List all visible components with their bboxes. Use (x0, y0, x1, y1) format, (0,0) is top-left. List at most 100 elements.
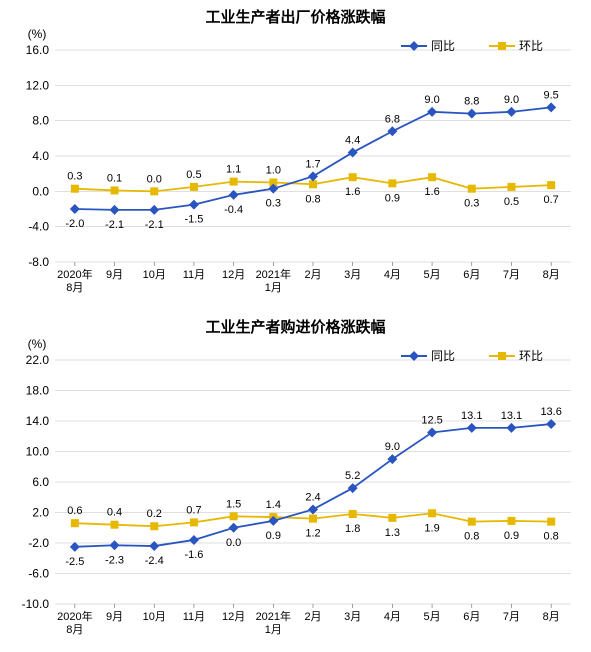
data-label: 0.5 (186, 169, 201, 181)
data-label: -2.4 (145, 555, 164, 567)
marker-diamond (546, 419, 556, 429)
x-tick-label: 4月 (384, 269, 401, 281)
data-label: 0.8 (464, 531, 479, 543)
legend-marker-square (498, 42, 506, 50)
data-label: -2.0 (65, 218, 84, 230)
marker-square (190, 183, 198, 191)
y-tick-label: -4.0 (28, 220, 49, 234)
marker-diamond (467, 109, 477, 119)
y-unit-label: (%) (28, 27, 47, 41)
data-label: 0.9 (504, 530, 519, 542)
data-label: 1.5 (226, 498, 241, 510)
x-tick-label: 2021年 (256, 267, 291, 281)
data-label: 13.1 (461, 410, 482, 422)
y-tick-label: 18.0 (26, 384, 50, 398)
y-tick-label: -10.0 (22, 597, 50, 611)
data-label: 1.0 (266, 165, 281, 177)
marker-square (428, 509, 436, 517)
legend-marker-diamond (409, 41, 419, 51)
x-tick-label: 8月 (66, 282, 83, 294)
marker-diamond (189, 200, 199, 210)
x-tick-label: 3月 (344, 269, 361, 281)
x-tick-label: 5月 (424, 269, 441, 281)
data-label: 1.9 (424, 522, 439, 534)
marker-square (111, 186, 119, 194)
marker-square (150, 187, 158, 195)
x-tick-label: 8月 (543, 269, 560, 281)
chart-title: 工业生产者出厂价格涨跌幅 (205, 8, 385, 26)
x-tick-label: 11月 (183, 269, 205, 281)
data-label: 0.6 (67, 505, 82, 517)
data-label: -0.4 (224, 204, 243, 216)
data-label: 0.8 (305, 193, 320, 205)
marker-diamond (308, 171, 318, 181)
marker-square (309, 180, 317, 188)
data-label: 1.2 (305, 528, 320, 540)
y-tick-label: 6.0 (32, 475, 49, 489)
data-label: 0.4 (107, 507, 122, 519)
data-label: 1.3 (385, 527, 400, 539)
data-label: 9.0 (504, 94, 519, 106)
marker-square (507, 517, 515, 525)
data-label: 6.8 (385, 113, 400, 125)
chart-svg-2: 工业生产者购进价格涨跌幅(%)-10.0-6.0-2.02.06.010.014… (0, 310, 591, 652)
marker-square (309, 515, 317, 523)
data-label: 0.7 (186, 504, 201, 516)
marker-square (388, 179, 396, 187)
data-label: 1.6 (345, 186, 360, 198)
data-label: 5.2 (345, 470, 360, 482)
chart-ppi-input: 工业生产者购进价格涨跌幅(%)-10.0-6.0-2.02.06.010.014… (0, 310, 591, 652)
data-label: 1.6 (424, 186, 439, 198)
y-tick-label: 10.0 (26, 445, 50, 459)
data-label: 0.9 (266, 530, 281, 542)
x-tick-label: 10月 (143, 269, 166, 281)
x-tick-label: 10月 (143, 611, 166, 623)
x-tick-label: 2月 (304, 269, 321, 281)
marker-diamond (506, 423, 516, 433)
legend-label: 环比 (519, 349, 543, 363)
marker-square (349, 510, 357, 518)
marker-square (71, 519, 79, 527)
x-tick-label: 9月 (106, 611, 123, 623)
marker-diamond (110, 205, 120, 215)
marker-square (468, 518, 476, 526)
marker-square (230, 178, 238, 186)
data-label: 8.8 (464, 96, 479, 108)
y-tick-label: -2.0 (28, 536, 49, 550)
data-label: 0.0 (147, 173, 162, 185)
data-label: -2.3 (105, 554, 124, 566)
data-label: 0.3 (464, 198, 479, 210)
y-tick-label: 4.0 (32, 149, 49, 163)
y-tick-label: -8.0 (28, 255, 49, 269)
x-tick-label: 12月 (222, 269, 245, 281)
x-tick-label: 4月 (384, 611, 401, 623)
data-label: 0.7 (544, 194, 559, 206)
data-label: 0.3 (67, 171, 82, 183)
data-label: 0.0 (226, 537, 241, 549)
x-tick-label: 2月 (304, 611, 321, 623)
x-tick-label: 8月 (66, 624, 83, 636)
data-label: 0.9 (385, 192, 400, 204)
x-tick-label: 2021年 (256, 609, 291, 623)
legend-marker-diamond (409, 351, 419, 361)
marker-diamond (149, 541, 159, 551)
marker-square (230, 512, 238, 520)
data-label: 4.4 (345, 134, 360, 146)
data-label: 2.4 (305, 491, 320, 503)
marker-square (150, 522, 158, 530)
data-label: 9.0 (385, 441, 400, 453)
legend-label: 环比 (519, 39, 543, 53)
marker-diamond (229, 523, 239, 533)
data-label: 0.1 (107, 172, 122, 184)
legend-marker-square (498, 352, 506, 360)
marker-square (507, 183, 515, 191)
marker-square (547, 181, 555, 189)
x-tick-label: 6月 (463, 611, 480, 623)
x-tick-label: 3月 (344, 611, 361, 623)
data-label: 12.5 (421, 414, 442, 426)
y-tick-label: 0.0 (32, 184, 49, 198)
marker-diamond (70, 542, 80, 552)
x-tick-label: 12月 (222, 611, 245, 623)
marker-square (71, 185, 79, 193)
marker-square (547, 518, 555, 526)
